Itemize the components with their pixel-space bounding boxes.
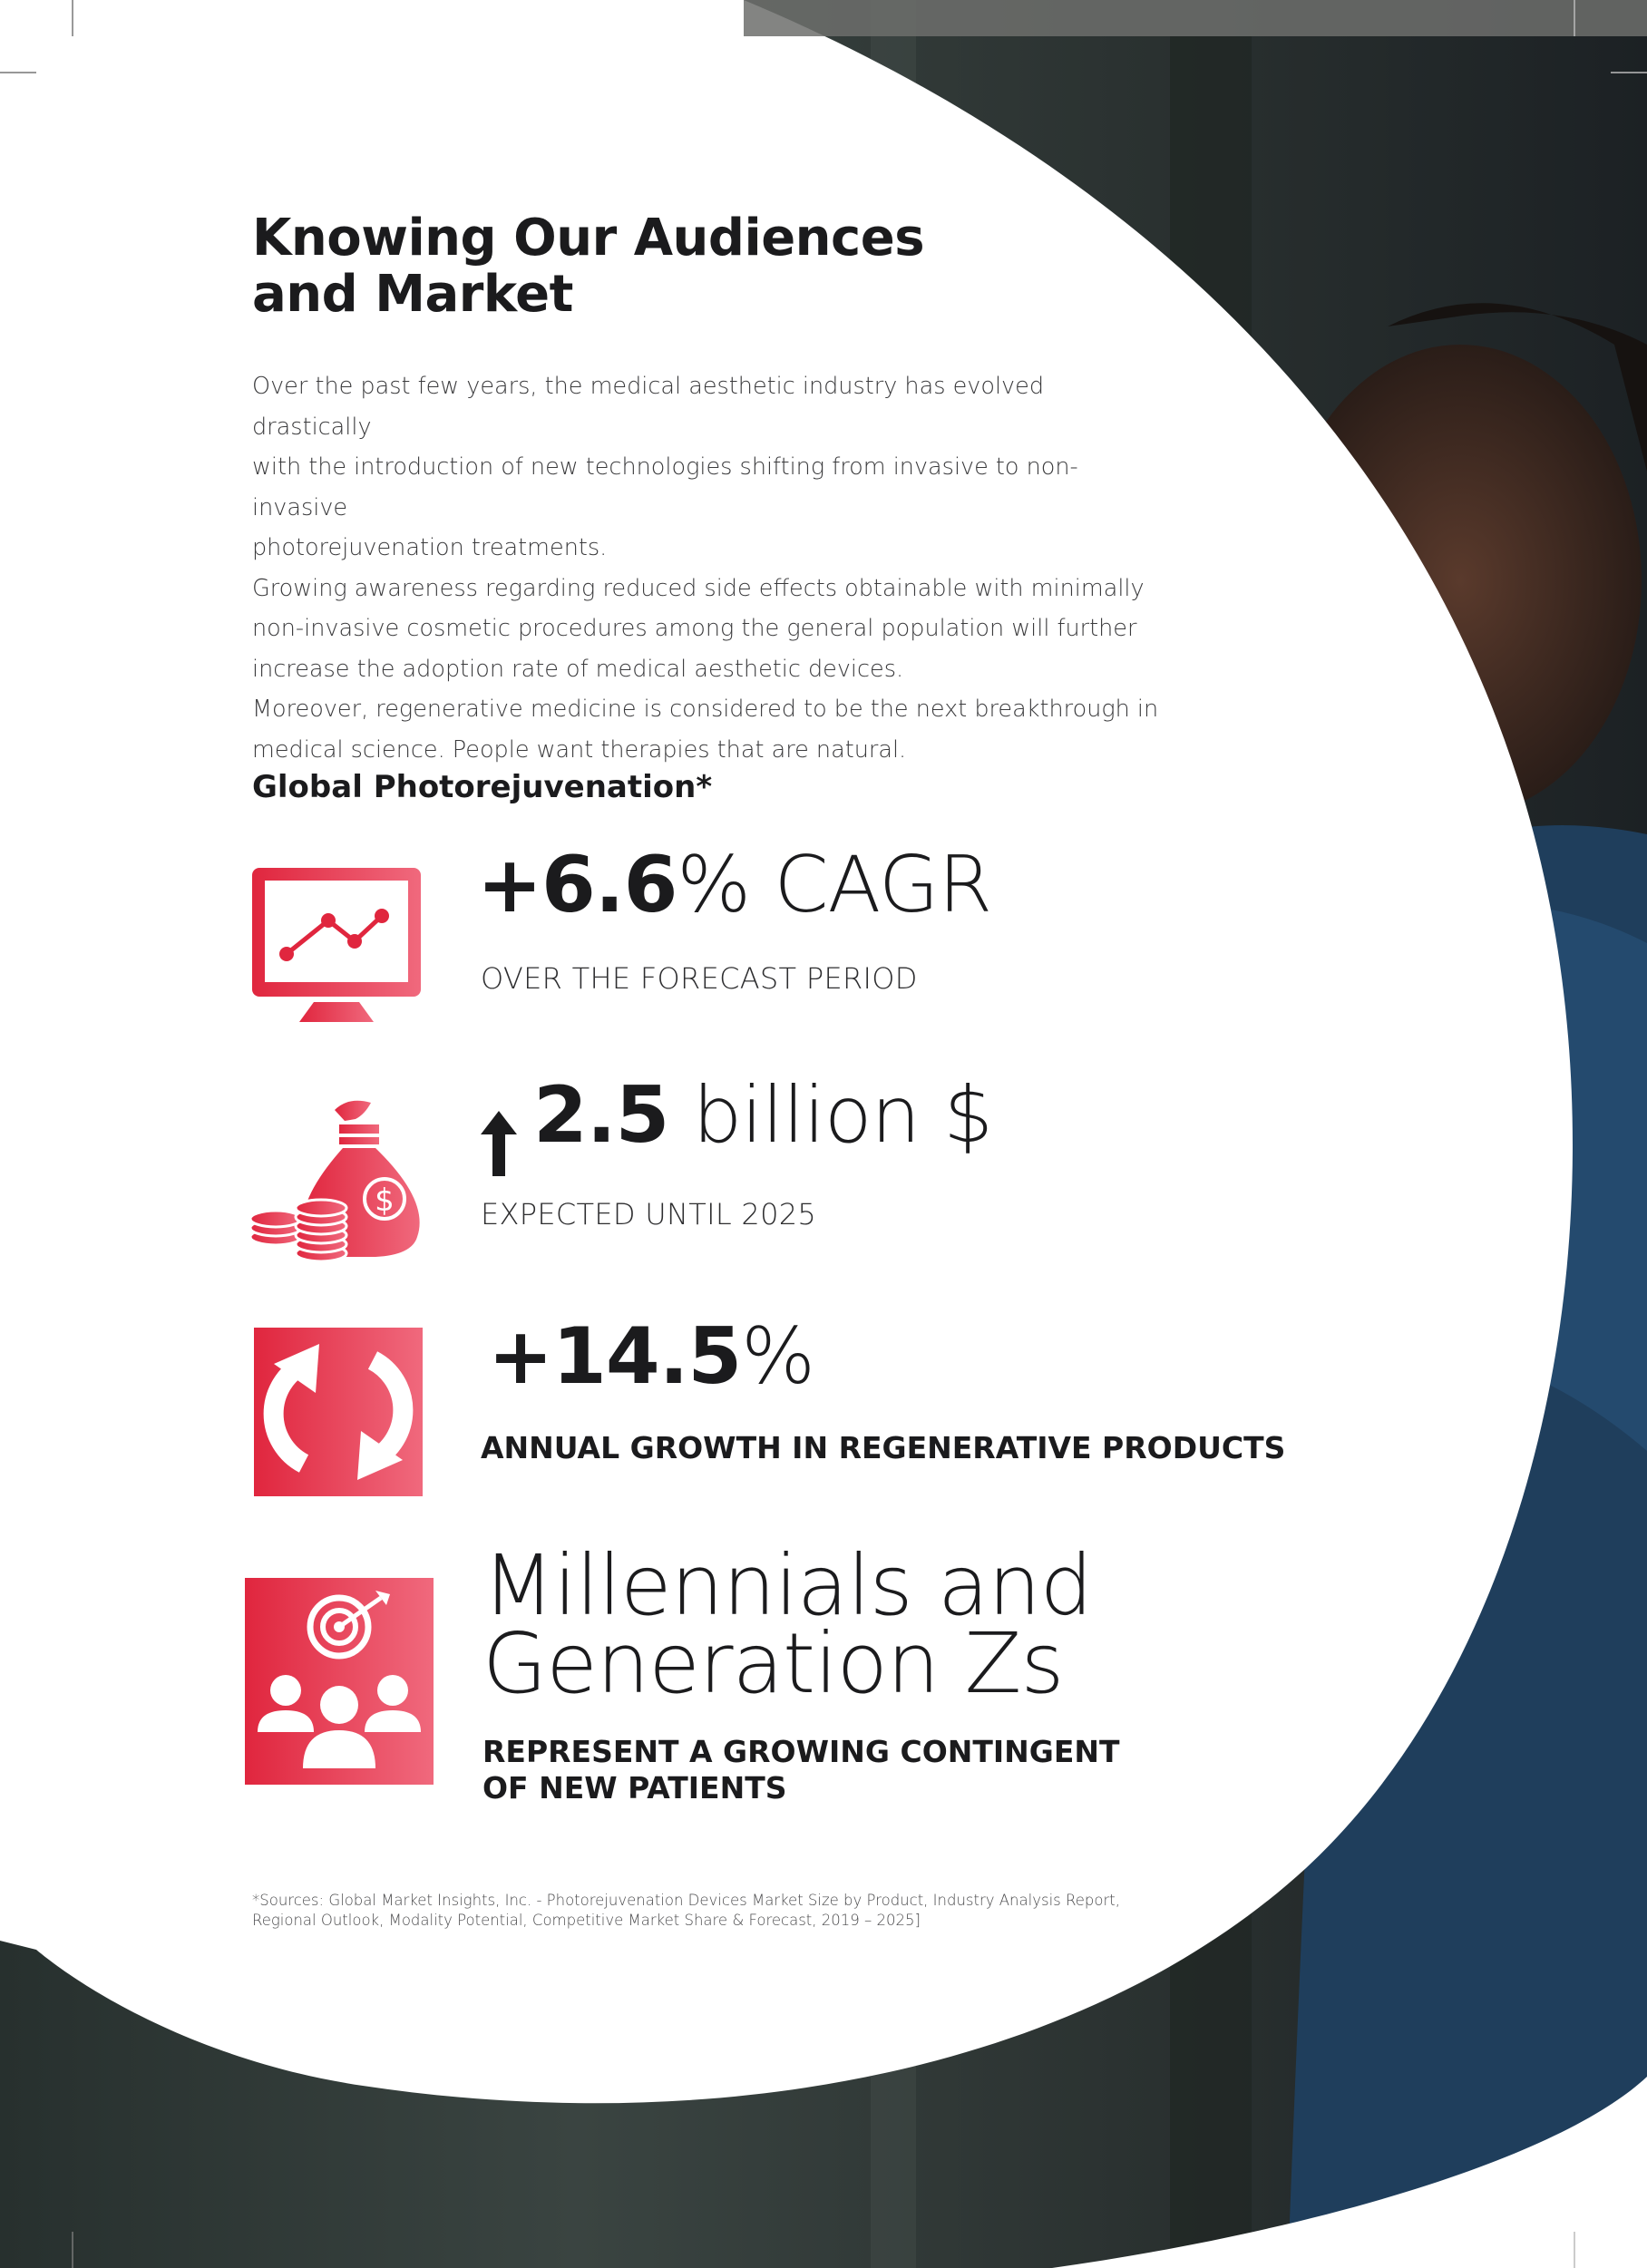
intro-line: photorejuvenation treatments.: [252, 534, 608, 561]
stat-subtitle-line: OF NEW PATIENTS: [482, 1770, 787, 1806]
stat-subtitle: REPRESENT A GROWING CONTINGENT OF NEW PA…: [482, 1734, 1120, 1806]
page-title: Knowing Our Audiences and Market: [252, 209, 925, 324]
stat-value: 2.5 billion $: [533, 1070, 993, 1161]
target-audience-icon: [245, 1578, 434, 1785]
intro-paragraph: Over the past few years, the medical aes…: [252, 366, 1159, 569]
page-title-line: Knowing Our Audiences: [252, 209, 925, 268]
stat-subtitle: ANNUAL GROWTH IN REGENERATIVE PRODUCTS: [481, 1430, 1286, 1465]
page-title-line: and Market: [252, 265, 573, 324]
stat-number: +14.5: [488, 1311, 742, 1402]
stat-value-line: Generation Zs: [482, 1615, 1064, 1712]
footnote-line: *Sources: Global Market Insights, Inc. -…: [252, 1892, 1120, 1909]
intro-line: increase the adoption rate of medical ae…: [252, 655, 904, 683]
intro-text: Over the past few years, the medical aes…: [252, 366, 1159, 770]
intro-line: with the introduction of new technologie…: [252, 453, 1078, 521]
refresh-icon: [254, 1328, 423, 1496]
intro-line: non-invasive cosmetic procedures among t…: [252, 615, 1137, 642]
stat-subtitle-line: REPRESENT A GROWING CONTINGENT: [482, 1734, 1120, 1769]
stat-number: 2.5: [533, 1070, 669, 1161]
intro-line: Over the past few years, the medical aes…: [252, 373, 1045, 441]
stat-value: +6.6% CAGR: [477, 840, 992, 930]
intro-paragraph: Growing awareness regarding reduced side…: [252, 569, 1159, 690]
intro-line: medical science. People want therapies t…: [252, 735, 907, 764]
intro-line: Growing awareness regarding reduced side…: [252, 574, 1145, 602]
section-heading: Global Photorejuvenation*: [252, 769, 713, 805]
stat-number: +6.6: [477, 840, 677, 930]
stat-unit: billion $: [668, 1070, 993, 1161]
stat-subtitle: EXPECTED UNTIL 2025: [481, 1197, 817, 1231]
stat-value: Millennials and Generation Zs: [482, 1537, 1093, 1712]
stat-unit: %: [741, 1311, 815, 1402]
intro-line: Moreover, regenerative medicine is consi…: [252, 696, 1159, 723]
footnote-line: Regional Outlook, Modality Potential, Co…: [252, 1912, 921, 1929]
stat-value-line: Millennials and: [482, 1537, 1093, 1634]
footnote: *Sources: Global Market Insights, Inc. -…: [252, 1891, 1159, 1931]
intro-paragraph: Moreover, regenerative medicine is consi…: [252, 689, 1159, 770]
stat-unit: % CAGR: [677, 840, 992, 930]
money-bag-icon: $: [249, 1100, 420, 1263]
arrow-up-icon: [481, 1111, 517, 1176]
stat-value: +14.5%: [488, 1311, 815, 1402]
stat-subtitle: OVER THE FORECAST PERIOD: [481, 961, 918, 996]
monitor-chart-icon: [252, 868, 421, 1022]
svg-text:$: $: [375, 1183, 395, 1219]
